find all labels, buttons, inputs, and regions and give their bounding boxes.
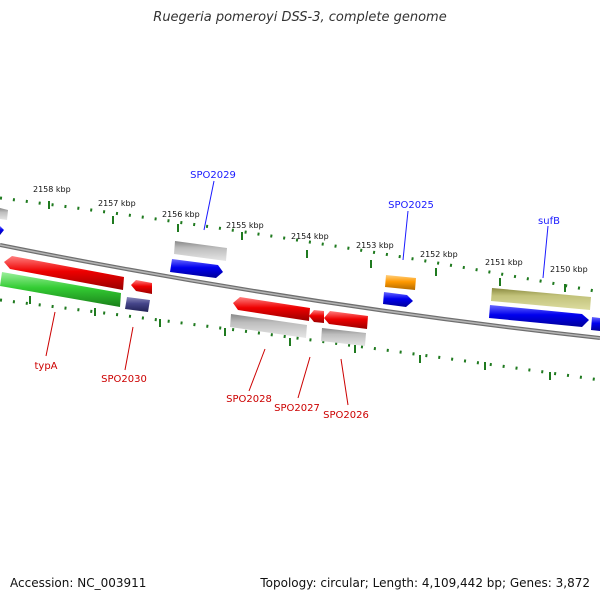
leader-spo2027 xyxy=(297,356,311,399)
scale-label-2157: 2157 kbp xyxy=(98,199,136,208)
scale-label-2154: 2154 kbp xyxy=(291,232,329,241)
scale-label-2155: 2155 kbp xyxy=(226,221,264,230)
scale-label-2150: 2150 kbp xyxy=(550,265,588,274)
gene-right-edge-blue[interactable] xyxy=(591,317,600,331)
gene-spo2028-upper[interactable] xyxy=(233,297,310,321)
scale-label-2151: 2151 kbp xyxy=(485,258,523,267)
leader-spo2029 xyxy=(203,180,215,231)
gene-spo2028-lower[interactable] xyxy=(230,314,307,338)
gene-spo2025-lower[interactable] xyxy=(383,292,413,307)
gene-spo2026-lower[interactable] xyxy=(321,328,366,346)
gene-sufb-lower[interactable] xyxy=(489,305,589,327)
gene-spo2026-upper[interactable] xyxy=(324,311,368,329)
label-spo2028[interactable]: SPO2028 xyxy=(226,394,272,405)
inner-major-ticks xyxy=(29,296,551,380)
leader-spo2030 xyxy=(124,326,134,371)
genome-summary-text: Topology: circular; Length: 4,109,442 bp… xyxy=(260,576,590,590)
label-spo2029[interactable]: SPO2029 xyxy=(190,170,236,181)
inner-scale-track xyxy=(0,298,600,382)
gene-typa-lower[interactable] xyxy=(0,272,121,307)
gene-typa-upper[interactable] xyxy=(4,256,124,290)
leader-typa xyxy=(45,311,56,357)
leader-spo2028 xyxy=(248,348,266,392)
gene-spo2027[interactable] xyxy=(309,310,324,323)
scale-label-2158: 2158 kbp xyxy=(33,185,71,194)
gene-left-edge-blue[interactable] xyxy=(0,226,4,235)
label-spo2030[interactable]: SPO2030 xyxy=(101,374,147,385)
label-typa[interactable]: typA xyxy=(34,361,57,372)
leader-sufb xyxy=(542,225,549,279)
gene-spo2029-lower[interactable] xyxy=(170,259,223,278)
label-sufb[interactable]: sufB xyxy=(538,216,560,227)
gene-spo2030-lower[interactable] xyxy=(125,297,150,312)
scale-label-2156: 2156 kbp xyxy=(162,210,200,219)
scale-label-2153: 2153 kbp xyxy=(356,241,394,250)
leader-spo2026 xyxy=(340,358,349,406)
accession-text: Accession: NC_003911 xyxy=(10,576,147,590)
genome-title: Ruegeria pomeroyi DSS-3, complete genome xyxy=(153,10,447,25)
gene-left-edge-gray[interactable] xyxy=(0,208,8,220)
leader-spo2025 xyxy=(402,210,409,261)
scale-label-2152: 2152 kbp xyxy=(420,250,458,259)
label-spo2027[interactable]: SPO2027 xyxy=(274,403,320,414)
gene-spo2030-upper[interactable] xyxy=(131,280,152,294)
label-spo2026[interactable]: SPO2026 xyxy=(323,410,369,421)
gene-sufb-upper[interactable] xyxy=(491,288,591,310)
label-spo2025[interactable]: SPO2025 xyxy=(388,200,434,211)
outer-major-ticks xyxy=(48,201,566,292)
gene-spo2029-upper[interactable] xyxy=(174,241,227,261)
gene-spo2025-upper[interactable] xyxy=(385,275,416,290)
